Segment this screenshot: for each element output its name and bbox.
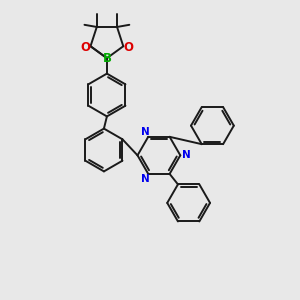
Text: O: O bbox=[80, 41, 90, 55]
Text: N: N bbox=[141, 174, 150, 184]
Text: O: O bbox=[124, 41, 134, 55]
Text: B: B bbox=[102, 52, 111, 65]
Text: N: N bbox=[182, 150, 190, 160]
Text: N: N bbox=[141, 127, 150, 137]
